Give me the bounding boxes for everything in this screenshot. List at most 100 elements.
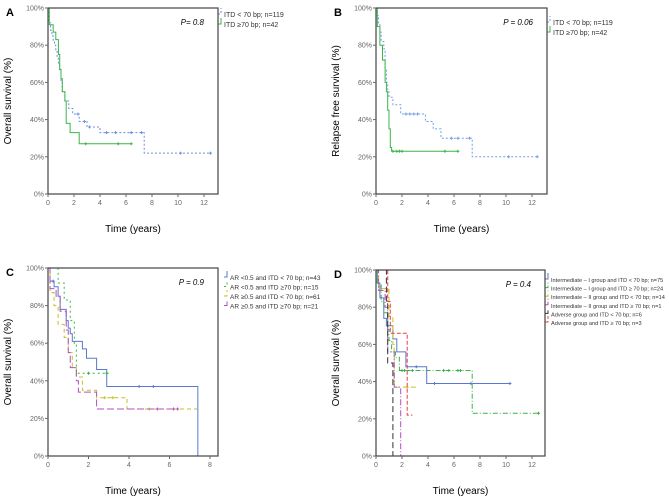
censor-mark: [395, 149, 399, 153]
km-curve: [376, 269, 394, 456]
km-curve: [48, 267, 199, 456]
km-curve: [376, 269, 417, 388]
legend-swatch: [545, 307, 549, 314]
legend-swatch: [545, 273, 549, 280]
x-tick-label: 2: [72, 200, 76, 207]
x-tick-label: 10: [502, 200, 510, 207]
censor-mark: [76, 112, 80, 116]
x-tick-label: 0: [374, 462, 378, 469]
censor-mark: [137, 384, 141, 388]
p-value: P = 0.06: [503, 18, 533, 27]
legend-swatch: [545, 290, 549, 297]
x-tick-label: 2: [87, 462, 91, 469]
panel-D: D Intermediate – I group and ITD < 70 bp;…: [331, 268, 665, 498]
censor-mark: [403, 368, 407, 372]
p-value: P = 0.9: [179, 278, 205, 287]
censor-mark: [449, 136, 453, 140]
x-tick-label: 10: [502, 462, 510, 469]
legend-label: ITD < 70 bp; n=119: [553, 20, 613, 27]
censor-mark: [209, 151, 212, 155]
censor-mark: [469, 381, 473, 385]
y-tick-label: 100%: [354, 6, 372, 13]
x-tick-label: 8: [478, 200, 482, 207]
censor-mark: [535, 155, 539, 159]
plot-frame: [375, 269, 546, 457]
x-tick-label: 0: [46, 200, 50, 207]
legend-label: Intermediate – I group and ITD ≥ 70 bp; …: [551, 287, 663, 293]
censor-mark: [84, 142, 88, 146]
panel-letter: C: [6, 267, 14, 279]
censor-mark: [155, 407, 159, 411]
censor-mark: [410, 368, 414, 372]
x-tick-label: 2: [400, 200, 404, 207]
legend-label: Intermediate – I group and ITD < 70 bp; …: [551, 278, 663, 284]
plot-frame: [47, 7, 219, 195]
x-tick-label: 8: [150, 200, 154, 207]
y-tick-label: 100%: [26, 6, 44, 13]
y-tick-label: 20%: [358, 154, 372, 161]
x-tick-label: 6: [452, 462, 456, 469]
legend-swatch: [218, 8, 222, 15]
y-tick-label: 60%: [30, 80, 44, 87]
km-curve: [376, 269, 510, 384]
x-tick-label: 8: [208, 462, 212, 469]
censor-mark: [82, 119, 86, 123]
panel-letter: D: [334, 269, 342, 281]
y-tick-label: 100%: [354, 268, 372, 275]
y-axis-title: Overall survival (%): [3, 319, 14, 406]
legend-swatch: [545, 281, 549, 289]
censor-mark: [116, 142, 120, 146]
censor-mark: [408, 112, 412, 116]
censor-mark: [416, 112, 420, 116]
km-curve: [376, 269, 413, 416]
legend-label: ITD ≥70 bp; n=42: [553, 30, 607, 37]
panel-letter: B: [334, 7, 342, 19]
x-tick-label: 6: [452, 200, 456, 207]
km-curve: [48, 7, 132, 145]
legend-label: Intermediate – II group and ITD < 70 bp;…: [551, 295, 665, 301]
censor-mark: [391, 149, 395, 153]
censor-mark: [456, 368, 460, 372]
censor-mark: [87, 371, 90, 375]
censor-mark: [507, 155, 511, 159]
censor-mark: [404, 112, 408, 116]
legend-label: ITD ≥70 bp; n=42: [224, 22, 278, 29]
x-tick-label: 8: [478, 462, 482, 469]
censor-mark: [151, 384, 155, 388]
legend-swatch: [547, 26, 551, 33]
y-tick-label: 60%: [358, 80, 372, 87]
censor-mark: [456, 149, 460, 153]
x-tick-label: 0: [46, 462, 50, 469]
y-axis-title: Overall survival (%): [331, 320, 342, 407]
legend-swatch: [224, 271, 228, 278]
censor-mark: [400, 368, 404, 372]
legend-label: Adverse group and ITD < 70 bp; n=6: [551, 312, 642, 318]
x-axis-title: Time (years): [105, 224, 161, 235]
x-axis-title: Time (years): [434, 224, 490, 235]
y-tick-label: 40%: [30, 378, 44, 385]
censor-mark: [456, 136, 460, 140]
legend-label: Intermediate – II group and ITD ≥ 70 bp;…: [551, 304, 662, 310]
censor-mark: [537, 411, 540, 415]
censor-mark: [412, 112, 416, 116]
x-tick-label: 10: [174, 200, 182, 207]
y-axis-title: Overall survival (%): [3, 58, 14, 145]
censor-mark: [508, 381, 512, 385]
y-tick-label: 80%: [30, 303, 44, 310]
y-tick-label: 40%: [30, 117, 44, 124]
y-tick-label: 20%: [30, 416, 44, 423]
censor-mark: [129, 131, 133, 135]
panel-letter: A: [6, 7, 14, 19]
censor-mark: [105, 371, 109, 375]
y-tick-label: 0%: [362, 192, 372, 199]
km-curve: [376, 269, 539, 414]
p-value: P = 0.4: [506, 280, 532, 289]
y-tick-label: 0%: [34, 454, 44, 461]
legend-swatch: [547, 16, 551, 23]
censor-mark: [176, 407, 180, 411]
y-tick-label: 40%: [358, 117, 372, 124]
censor-mark: [433, 381, 436, 385]
p-value: P= 0.8: [181, 18, 205, 27]
